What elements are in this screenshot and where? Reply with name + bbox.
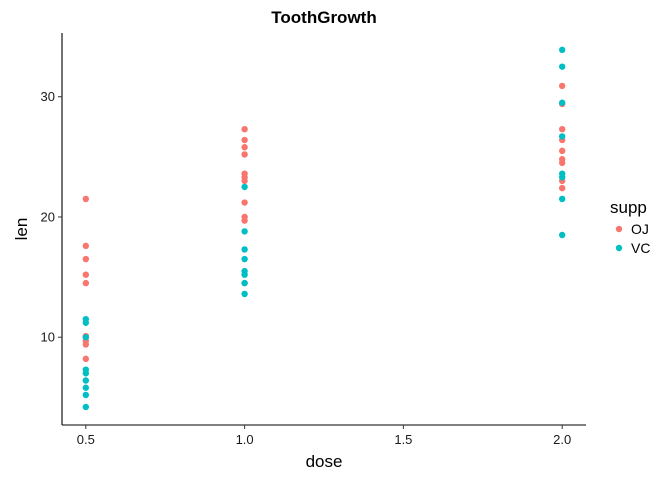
data-point-vc	[558, 63, 566, 70]
data-point-oj	[82, 355, 90, 363]
data-point-oj	[558, 82, 566, 90]
data-point-oj	[558, 147, 566, 155]
y-axis-title: len	[12, 218, 31, 241]
data-point-vc	[82, 319, 90, 326]
data-point-oj	[82, 341, 90, 348]
x-tick-label: 1.0	[236, 432, 254, 447]
data-point-vc	[82, 391, 90, 399]
data-point-vc	[82, 403, 90, 411]
data-point-vc	[241, 183, 248, 191]
data-point-oj	[558, 159, 566, 167]
data-point-oj	[241, 125, 248, 133]
data-point-oj	[241, 136, 248, 144]
data-point-vc	[241, 279, 248, 287]
data-point-oj	[558, 184, 566, 192]
legend-label-vc: VC	[631, 240, 650, 256]
legend-label-oj: OJ	[631, 221, 649, 237]
data-point-vc	[558, 133, 566, 140]
data-point-vc	[82, 334, 90, 341]
data-point-vc	[558, 174, 566, 181]
data-point-oj	[241, 177, 248, 185]
data-point-vc	[82, 370, 90, 377]
data-point-oj	[241, 151, 248, 158]
legend-items: OJ VC	[615, 221, 650, 256]
y-tick-label: 30	[41, 89, 55, 104]
data-point-oj	[82, 255, 90, 263]
data-point-vc	[558, 46, 566, 54]
points-layer	[82, 46, 566, 411]
legend: supp OJ VC	[610, 198, 650, 256]
x-axis-title: dose	[306, 452, 343, 471]
legend-key-vc	[615, 244, 623, 252]
data-point-vc	[558, 99, 566, 106]
x-tick-label: 1.5	[394, 432, 412, 447]
data-point-oj	[82, 279, 90, 287]
x-tick-label: 2.0	[553, 432, 571, 447]
y-tick-label: 10	[41, 330, 55, 345]
data-point-vc	[241, 271, 248, 278]
data-point-oj	[82, 242, 90, 250]
data-point-vc	[558, 231, 566, 239]
data-point-oj	[241, 199, 248, 206]
y-ticks: 10 20 30	[41, 89, 62, 345]
data-point-vc	[82, 384, 90, 391]
data-point-oj	[241, 217, 248, 224]
data-point-vc	[241, 246, 248, 253]
data-point-oj	[82, 195, 90, 203]
x-tick-label: 0.5	[77, 432, 95, 447]
legend-title: supp	[610, 198, 647, 217]
data-point-oj	[241, 144, 248, 151]
x-ticks: 0.5 1.0 1.5 2.0	[77, 425, 571, 447]
data-point-vc	[241, 290, 248, 298]
data-point-vc	[82, 377, 90, 384]
y-tick-label: 20	[41, 209, 55, 224]
data-point-vc	[558, 195, 566, 203]
data-point-oj	[558, 125, 566, 133]
data-point-oj	[82, 271, 90, 278]
data-point-vc	[241, 255, 248, 263]
chart-title: ToothGrowth	[271, 8, 376, 27]
legend-key-oj	[615, 225, 623, 233]
data-point-vc	[241, 228, 248, 235]
